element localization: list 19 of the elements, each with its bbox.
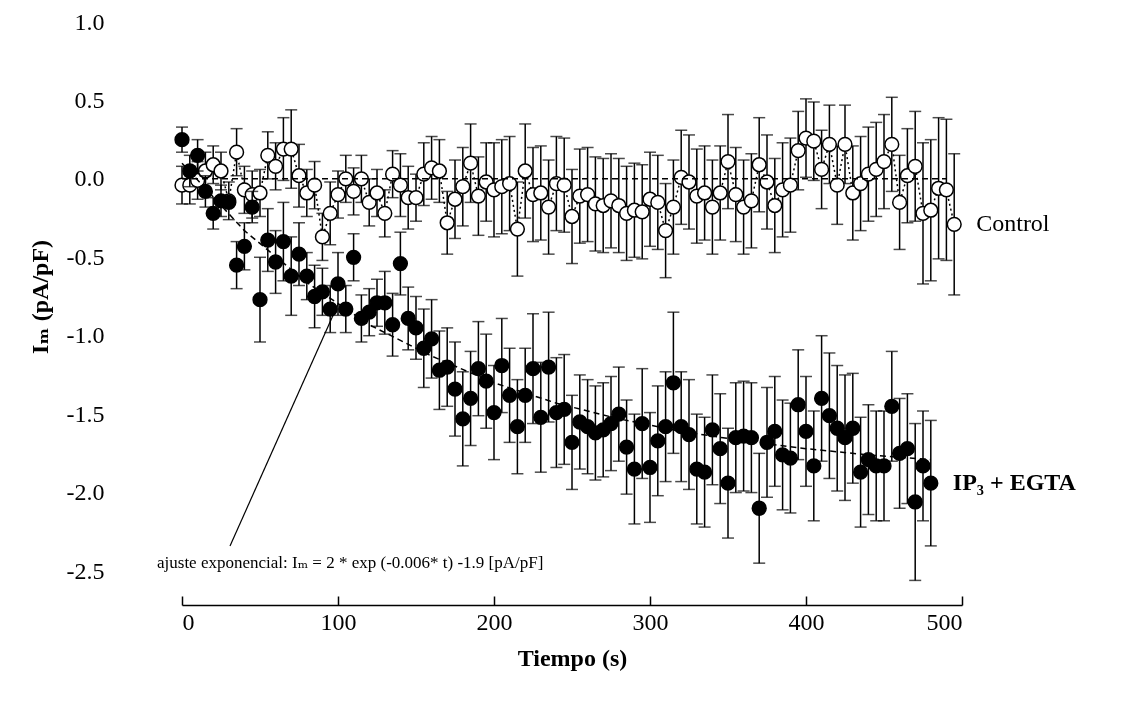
x-tick-label: 300 (632, 608, 669, 635)
y-tick-label: -1.5 (66, 400, 105, 427)
x-tick-label: 500 (926, 608, 963, 635)
x-tick-label: 100 (320, 608, 357, 635)
annotation: ajuste exponencial: Iₘ = 2 * exp (-0.006* t) -1.9 [pA/pF] (157, 553, 544, 572)
x-axis-title: Tiempo (s) (517, 644, 628, 671)
y-tick-label: -2.0 (66, 479, 105, 506)
y-tick-label: 0.0 (74, 165, 105, 192)
y-tick-label: -0.5 (66, 243, 105, 270)
x-tick-label: 0 (182, 608, 195, 635)
y-tick-label: 1.0 (74, 8, 105, 35)
series-label: IP₃ + EGTA (952, 469, 1077, 496)
x-tick-label: 400 (788, 608, 825, 635)
series-label: Control (976, 210, 1050, 237)
x-tick-label: 200 (476, 608, 513, 635)
y-tick-label: -1.0 (66, 322, 105, 349)
y-axis-title: Iₘ (pA/pF) (26, 239, 53, 355)
y-tick-label: -2.5 (66, 557, 105, 584)
y-tick-label: 0.5 (74, 86, 105, 113)
